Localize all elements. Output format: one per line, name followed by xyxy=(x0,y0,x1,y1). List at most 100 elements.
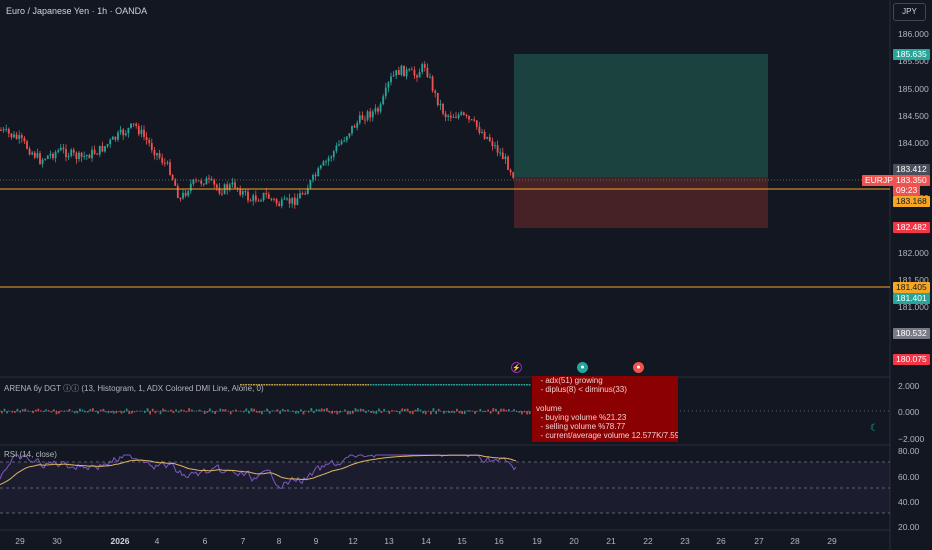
histogram-bar xyxy=(380,411,383,413)
arena-top-bar xyxy=(494,384,497,386)
arena-top-bar xyxy=(346,384,349,386)
histogram-bar xyxy=(170,409,172,412)
candle-body xyxy=(140,129,143,135)
arena-indicator-label[interactable]: ARENA бy DGT ⓘⓘ (13, Histogram, 1, ADX C… xyxy=(4,384,264,393)
earnings-icon[interactable]: ● xyxy=(577,362,588,373)
candle-body xyxy=(309,180,312,189)
candle-body xyxy=(340,141,343,145)
histogram-bar xyxy=(164,409,167,412)
currency-button[interactable]: JPY xyxy=(893,3,926,21)
candle-body xyxy=(153,150,156,156)
candle-body xyxy=(231,182,234,185)
rsi-indicator-label[interactable]: RSI (14, close) xyxy=(4,450,57,459)
arena-top-bar xyxy=(333,384,336,386)
tooltip-line xyxy=(536,394,678,403)
arena-top-bar xyxy=(310,384,312,386)
candle-body xyxy=(353,125,356,128)
arena-top-bar xyxy=(481,384,484,386)
histogram-bar xyxy=(229,411,232,415)
histogram-bar xyxy=(510,411,513,412)
candle-body xyxy=(234,182,236,188)
histogram-bar xyxy=(58,411,60,414)
histogram-bar xyxy=(378,408,380,412)
histogram-bar xyxy=(32,411,34,414)
histogram-bar xyxy=(19,411,21,413)
candle-body xyxy=(44,158,47,160)
candle-body xyxy=(335,145,338,152)
candle-body xyxy=(236,187,239,189)
histogram-bar xyxy=(167,411,170,412)
candle-body xyxy=(483,132,486,139)
time-tick: 26 xyxy=(716,536,726,546)
candle-body xyxy=(119,129,122,133)
candle-body xyxy=(67,155,70,158)
price-tick: 181.500 xyxy=(898,274,929,285)
candle-body xyxy=(70,149,73,156)
histogram-bar xyxy=(248,411,250,414)
candle-body xyxy=(145,136,148,141)
histogram-bar xyxy=(133,411,136,413)
candle-body xyxy=(455,116,457,118)
arena-top-bar xyxy=(255,384,258,386)
arena-top-bar xyxy=(432,384,435,386)
candle-body xyxy=(78,152,80,159)
candle-body xyxy=(405,69,408,77)
arena-histogram xyxy=(0,384,890,415)
histogram-bar xyxy=(432,408,435,412)
candle-body xyxy=(161,157,164,163)
candle-body xyxy=(299,193,301,199)
candle-body xyxy=(239,188,242,195)
histogram-bar xyxy=(45,409,47,412)
candle-body xyxy=(397,70,400,75)
candle-body xyxy=(247,191,249,201)
arena-top-bar xyxy=(510,384,513,386)
time-tick: 27 xyxy=(754,536,764,546)
histogram-bar xyxy=(422,411,424,414)
indicator-tooltip: - adx(51) growing - diplus(8) < diminus(… xyxy=(532,376,678,442)
histogram-bar xyxy=(484,411,487,413)
candle-body xyxy=(91,149,93,159)
dividend-icon[interactable]: ● xyxy=(633,362,644,373)
arena-top-bar xyxy=(427,384,429,386)
time-tick: 22 xyxy=(643,536,653,546)
arena-top-bar xyxy=(325,384,328,386)
arena-top-bar xyxy=(463,384,466,386)
candle-body xyxy=(429,76,431,78)
moon-icon: ☾ xyxy=(870,423,879,434)
candle-body xyxy=(41,159,44,164)
arena-top-bar xyxy=(383,384,385,386)
histogram-bar xyxy=(300,409,302,412)
candle-body xyxy=(143,129,145,137)
histogram-bar xyxy=(102,408,105,412)
histogram-bar xyxy=(302,411,305,415)
countdown-badge: 09:23 xyxy=(893,185,921,196)
arena-top-bar xyxy=(422,384,424,386)
candle-body xyxy=(426,67,429,77)
arena-top-bar xyxy=(437,384,440,386)
candle-body xyxy=(93,149,96,154)
candle-body xyxy=(189,183,192,192)
arena-top-bar xyxy=(489,384,492,386)
histogram-bar xyxy=(92,408,94,412)
histogram-bar xyxy=(419,409,422,412)
arena-top-bar xyxy=(367,384,370,386)
histogram-bar xyxy=(411,411,414,415)
histogram-bar xyxy=(357,409,359,412)
candle-body xyxy=(408,69,411,71)
candle-body xyxy=(156,153,158,156)
candle-body xyxy=(65,149,67,158)
candle-body xyxy=(166,162,169,164)
histogram-bar xyxy=(437,408,440,412)
histogram-bar xyxy=(55,411,58,415)
arena-top-bar xyxy=(349,384,351,386)
arena-top-bar xyxy=(297,384,299,386)
lightning-icon[interactable]: ⚡ xyxy=(511,362,522,373)
histogram-bar xyxy=(398,411,401,414)
histogram-bar xyxy=(370,411,372,413)
candle-body xyxy=(486,137,489,139)
time-tick: 13 xyxy=(384,536,394,546)
arena-top-bar xyxy=(513,384,515,386)
histogram-bar xyxy=(331,411,333,414)
histogram-bar xyxy=(209,408,211,412)
